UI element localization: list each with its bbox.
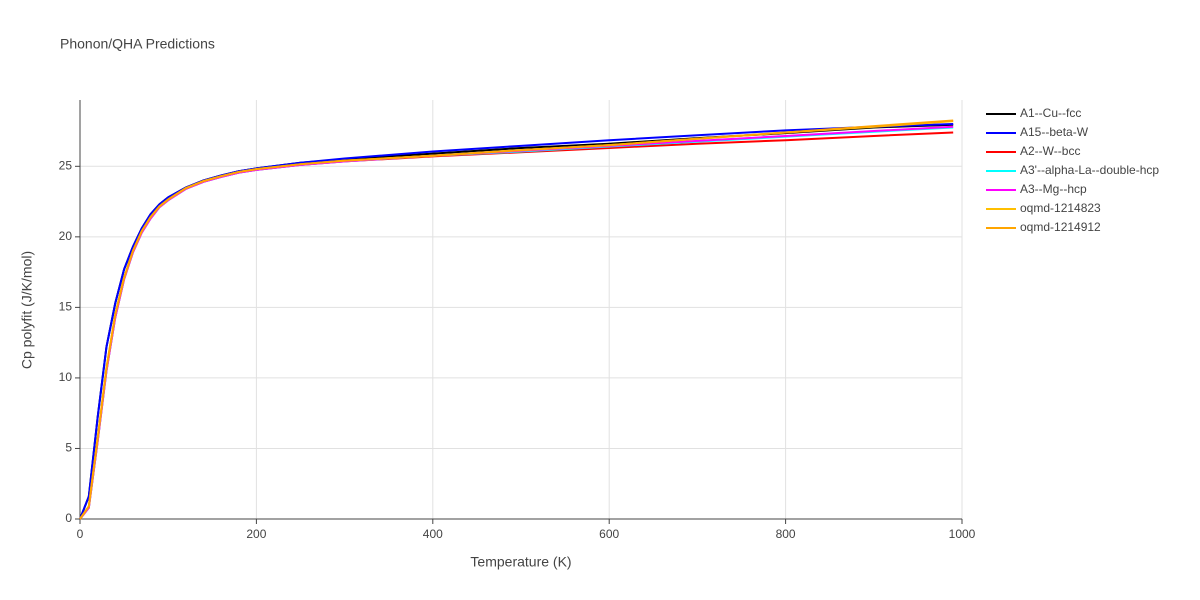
y-tick-label: 0 xyxy=(65,511,72,525)
legend-label: A3--Mg--hcp xyxy=(1020,182,1087,196)
legend-label: A2--W--bcc xyxy=(1020,144,1080,158)
x-tick-label: 0 xyxy=(77,527,84,541)
series-line xyxy=(79,125,954,520)
x-tick-label: 400 xyxy=(423,527,443,541)
series-line xyxy=(79,131,954,520)
legend-label: A3'--alpha-La--double-hcp xyxy=(1020,163,1159,177)
chart-title: Phonon/QHA Predictions xyxy=(60,36,215,52)
x-axis-title: Temperature (K) xyxy=(470,554,571,570)
series-line xyxy=(79,119,954,520)
x-tick-label: 800 xyxy=(776,527,796,541)
series-line xyxy=(79,123,954,520)
y-axis-title: Cp polyfit (J/K/mol) xyxy=(19,251,35,369)
y-tick-label: 25 xyxy=(59,158,73,172)
series-line xyxy=(79,120,954,520)
legend-label: A15--beta-W xyxy=(1020,125,1089,139)
x-tick-label: 1000 xyxy=(949,527,976,541)
y-tick-label: 20 xyxy=(59,229,73,243)
legend-label: A1--Cu--fcc xyxy=(1020,106,1081,120)
x-tick-label: 600 xyxy=(599,527,619,541)
legend-label: oqmd-1214912 xyxy=(1020,220,1101,234)
y-tick-label: 10 xyxy=(59,370,73,384)
series-line xyxy=(79,122,954,520)
series-line xyxy=(79,126,954,520)
y-tick-label: 5 xyxy=(65,441,72,455)
y-tick-label: 15 xyxy=(59,300,73,314)
x-tick-label: 200 xyxy=(246,527,266,541)
legend-label: oqmd-1214823 xyxy=(1020,201,1101,215)
